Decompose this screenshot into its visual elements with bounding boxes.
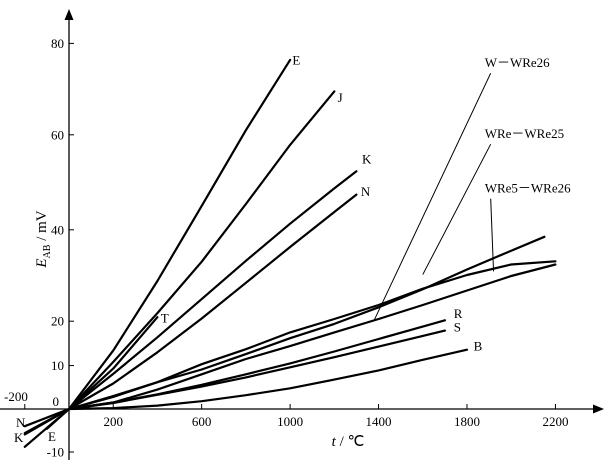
- series-label-s: S: [454, 319, 461, 334]
- series-line-n: [23, 193, 358, 428]
- neg-label-n: N: [16, 415, 26, 430]
- series-line-s: [67, 329, 446, 411]
- x-tick-label-1800: 1800: [454, 414, 480, 429]
- x-tick-label-200: -200: [4, 389, 28, 404]
- y-axis-sub: AB: [42, 244, 53, 258]
- y-tick-label-80: 80: [51, 36, 64, 51]
- series-label-t: T: [161, 311, 169, 326]
- x-tick-label-1400: 1400: [366, 414, 392, 429]
- leader-w-wre26: [373, 72, 492, 321]
- x-axis-unit: ℃: [347, 434, 364, 450]
- series-lines: [23, 58, 557, 448]
- x-tick-label-600: 600: [192, 414, 212, 429]
- series-label-e: E: [292, 52, 300, 67]
- series-line-wre5-wre26: [67, 263, 557, 411]
- y-tick-label-10: -10: [47, 445, 64, 460]
- y-tick-label-40: 40: [51, 222, 64, 237]
- x-axis-title: t / ℃: [332, 434, 365, 450]
- series-label-wre5-wre26: WRe5－WRe26: [485, 181, 571, 196]
- leader-wre-wre25: [422, 143, 492, 275]
- series-label-j: J: [338, 90, 343, 105]
- series-line-k: [23, 170, 358, 436]
- x-axis-var: t: [332, 434, 337, 450]
- y-axis-arrow: [64, 9, 74, 20]
- y-axis-var: E: [34, 258, 50, 268]
- leader-wre5-wre26: [490, 198, 495, 272]
- series-label-b: B: [474, 339, 483, 354]
- series-labels: E J K N T RSB W－WRe26 WRe－WRe25 WRe5－WRe26: [161, 52, 571, 353]
- series-line-t: [23, 316, 159, 435]
- series-line-b: [67, 348, 469, 411]
- y-axis-title: EAB / mV: [34, 210, 53, 268]
- neg-label-k: K: [14, 430, 24, 445]
- series-line-wre-wre25: [67, 235, 546, 411]
- series-label-k: K: [362, 152, 372, 167]
- series-label-n: N: [361, 184, 371, 199]
- y-tick-label-20: 20: [51, 314, 64, 329]
- x-tick-label-2200: 2200: [542, 414, 568, 429]
- x-tick-label-1000: 1000: [277, 414, 303, 429]
- neg-label-e: E: [48, 429, 56, 444]
- y-tick-label-10: 10: [51, 358, 64, 373]
- y-axis-unit: mV: [34, 210, 50, 233]
- series-label-r: R: [454, 306, 463, 321]
- x-axis-sep: /: [336, 434, 348, 450]
- ticks: -200 200 600 1000 1400 1800 2200 -10 10 20 40 60 80 0: [4, 36, 568, 460]
- y-tick-label-60: 60: [51, 127, 64, 142]
- y-axis-sep: /: [34, 233, 50, 245]
- x-axis-arrow: [593, 404, 604, 414]
- leaders: [373, 72, 495, 321]
- origin-label: 0: [53, 394, 60, 409]
- series-label-w-wre26: W－WRe26: [485, 55, 550, 70]
- x-tick-label-200: 200: [103, 414, 123, 429]
- series-label-wre-wre25: WRe－WRe25: [485, 126, 564, 141]
